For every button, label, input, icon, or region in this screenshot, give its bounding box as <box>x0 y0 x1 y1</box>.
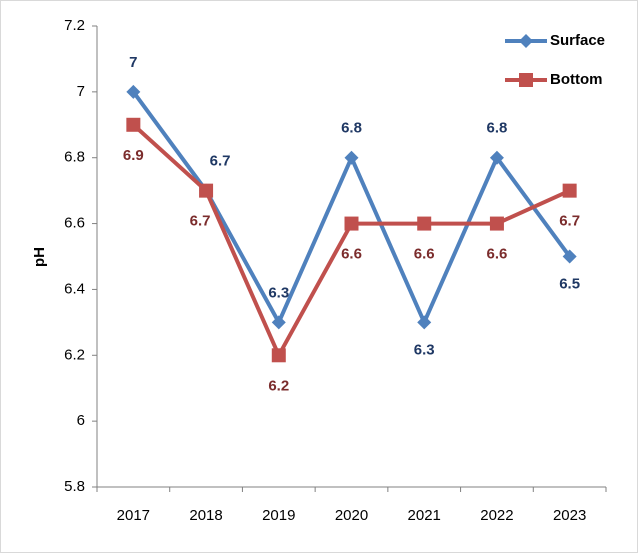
data-label: 6.7 <box>559 213 580 230</box>
legend-label: Surface <box>550 32 605 49</box>
x-tick-label: 2023 <box>553 507 586 524</box>
y-axis-label: pH <box>31 247 48 267</box>
y-tick-label: 6.8 <box>64 149 85 166</box>
legend-marker <box>519 34 533 48</box>
data-label: 6.5 <box>559 275 580 292</box>
x-tick-label: 2017 <box>117 507 150 524</box>
data-label: 6.8 <box>341 120 362 137</box>
y-tick-label: 6.2 <box>64 346 85 363</box>
y-tick-label: 7 <box>77 83 85 100</box>
x-tick-label: 2022 <box>480 507 513 524</box>
marker <box>271 315 286 330</box>
marker <box>344 216 359 231</box>
legend-marker <box>519 73 533 87</box>
data-label: 6.7 <box>210 153 231 170</box>
data-label: 6.6 <box>414 246 435 263</box>
marker <box>489 216 504 231</box>
data-label: 6.9 <box>123 147 144 164</box>
data-label: 6.3 <box>414 341 435 358</box>
data-label: 6.6 <box>341 246 362 263</box>
data-label: 6.6 <box>486 246 507 263</box>
marker <box>489 150 504 165</box>
marker <box>199 183 214 198</box>
marker <box>562 249 577 264</box>
data-label: 7 <box>129 54 137 71</box>
y-tick-label: 6.6 <box>64 215 85 232</box>
marker <box>126 84 141 99</box>
y-tick-label: 6.4 <box>64 280 85 297</box>
data-label: 6.2 <box>268 377 289 394</box>
marker <box>344 150 359 165</box>
y-tick-label: 5.8 <box>64 478 85 495</box>
marker <box>562 183 577 198</box>
x-tick-label: 2021 <box>408 507 441 524</box>
marker <box>126 117 141 132</box>
marker <box>417 315 432 330</box>
data-label: 6.7 <box>190 213 211 230</box>
marker <box>417 216 432 231</box>
marker <box>271 348 286 363</box>
legend-label: Bottom <box>550 71 603 88</box>
data-label: 6.8 <box>486 120 507 137</box>
y-tick-label: 7.2 <box>64 17 85 34</box>
data-label: 6.3 <box>268 284 289 301</box>
x-tick-label: 2020 <box>335 507 368 524</box>
y-tick-label: 6 <box>77 412 85 429</box>
x-tick-label: 2019 <box>262 507 295 524</box>
x-tick-label: 2018 <box>189 507 222 524</box>
